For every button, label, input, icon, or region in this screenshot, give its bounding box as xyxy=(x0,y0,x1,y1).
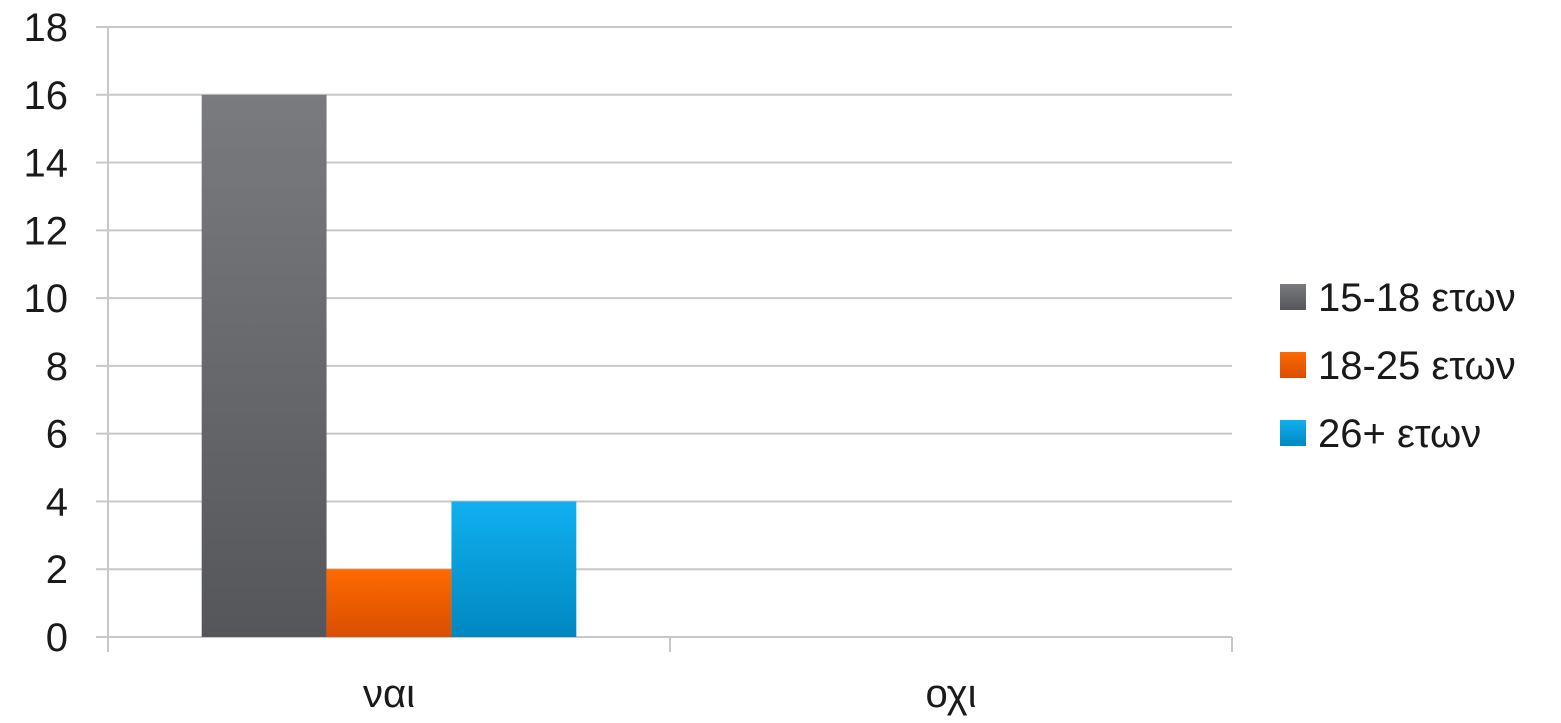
y-tick-label: 10 xyxy=(24,277,69,321)
legend-swatch xyxy=(1280,284,1306,310)
bars xyxy=(201,94,577,638)
y-tick-label: 6 xyxy=(46,413,68,457)
legend-label: 18-25 ετων xyxy=(1318,344,1516,388)
legend-swatch xyxy=(1280,420,1306,446)
y-tick-label: 18 xyxy=(24,6,69,50)
bar-0-2 xyxy=(451,501,577,637)
bar-0-0 xyxy=(201,94,327,638)
x-axis-category-labels: ναι οχι xyxy=(363,672,977,716)
legend-swatch xyxy=(1280,352,1306,378)
y-tick-label: 16 xyxy=(24,74,69,118)
y-tick-label: 14 xyxy=(24,142,69,186)
y-tick-label: 2 xyxy=(46,548,68,592)
legend-label: 26+ ετων xyxy=(1318,412,1481,456)
y-tick-label: 0 xyxy=(46,616,68,660)
y-tick-label: 8 xyxy=(46,345,68,389)
bar-0-1 xyxy=(326,569,452,637)
legend: 15-18 ετων 18-25 ετων 26+ ετων xyxy=(1280,276,1516,456)
y-tick-label: 12 xyxy=(24,209,69,253)
legend-label: 15-18 ετων xyxy=(1318,276,1516,320)
y-tick-label: 4 xyxy=(46,480,68,524)
x-category-label: οχι xyxy=(925,672,976,716)
y-axis-tick-labels: 0 2 4 6 8 10 12 14 16 18 xyxy=(24,6,69,660)
x-category-label: ναι xyxy=(363,672,415,716)
